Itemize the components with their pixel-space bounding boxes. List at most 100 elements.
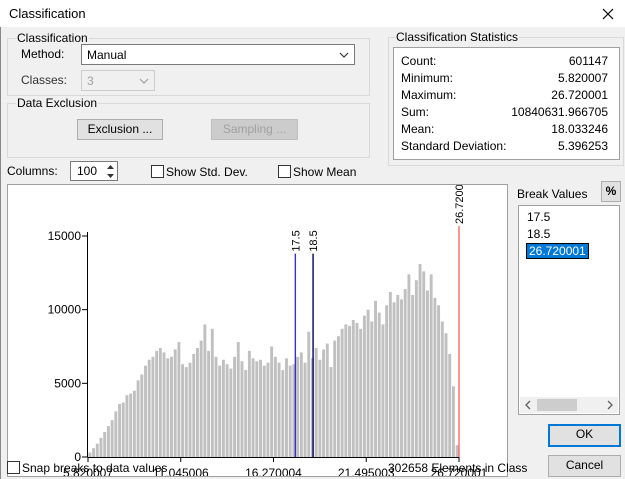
histogram-bar: [259, 359, 262, 457]
break-value-item[interactable]: 18.5: [527, 227, 551, 241]
histogram-chart[interactable]: 0 5000 10000 15000 5.820007 11.045006 16.27000…: [8, 185, 508, 477]
break-value-item-selected[interactable]: 26.720001: [526, 243, 589, 259]
show-std-dev-checkbox[interactable]: [151, 165, 164, 178]
show-mean-label: Show Mean: [293, 165, 357, 179]
title-bar: Classification: [0, 0, 625, 27]
histogram-bar: [451, 386, 455, 457]
close-button[interactable]: [591, 0, 625, 27]
histogram-bar: [388, 291, 392, 457]
horizontal-scrollbar[interactable]: [520, 397, 618, 413]
histogram-bar: [336, 336, 340, 457]
histogram-bar: [340, 328, 344, 457]
histogram-bar: [307, 331, 311, 457]
data-exclusion-legend: Data Exclusion: [16, 96, 99, 110]
histogram-bar: [95, 443, 99, 457]
histogram-bar: [181, 364, 185, 457]
snap-breaks-checkbox[interactable]: [7, 461, 20, 474]
x-tick-label: 11.045006: [153, 466, 209, 477]
stat-value: 5.820007: [557, 71, 608, 85]
classes-dropdown[interactable]: 3: [81, 70, 155, 91]
histogram-bar: [285, 358, 288, 457]
percent-button[interactable]: %: [601, 181, 621, 202]
histogram-bar: [385, 305, 389, 457]
stat-value: 10840631.966705: [511, 105, 608, 119]
histogram-bar: [292, 364, 296, 457]
histogram-bar: [325, 343, 329, 457]
histogram-bar: [262, 365, 266, 457]
elements-in-class-status: 302658 Elements in Class: [388, 461, 528, 475]
y-tick-label: 15000: [48, 229, 82, 243]
histogram-bar: [251, 358, 255, 457]
break-value-item[interactable]: 17.5: [527, 210, 551, 224]
histogram-bar: [184, 367, 188, 457]
histogram-bar: [359, 328, 363, 457]
histogram-bar: [188, 362, 192, 457]
histogram-bar: [374, 300, 377, 457]
histogram-bar: [418, 263, 422, 457]
histogram-bar: [210, 328, 214, 457]
histogram-panel[interactable]: 0 5000 10000 15000 5.820007 11.045006 16.27000…: [7, 184, 508, 477]
window-title: Classification: [9, 6, 86, 21]
histogram-bar: [277, 362, 281, 457]
statistics-panel: Count: 601147 Minimum: 5.820007 Maximum:…: [393, 47, 620, 160]
histogram-bar: [299, 352, 303, 457]
spin-down-icon[interactable]: [104, 172, 116, 180]
histogram-bar: [400, 299, 403, 457]
stat-value: 5.396253: [557, 139, 608, 153]
histogram-bar: [244, 370, 248, 457]
histogram-bar: [236, 342, 240, 457]
histogram-bar: [247, 350, 251, 457]
histogram-bar: [318, 359, 322, 457]
method-dropdown[interactable]: Manual: [81, 44, 355, 65]
stat-label: Maximum:: [401, 88, 457, 102]
histogram-bar: [218, 365, 222, 457]
stat-label: Standard Deviation:: [401, 139, 507, 153]
x-tick-label: 16.270004: [245, 466, 302, 477]
histogram-bar: [114, 411, 118, 457]
statistics-group: Classification Statistics: [388, 30, 624, 166]
histogram-bar: [162, 352, 166, 457]
histogram-bar: [370, 321, 374, 457]
show-std-dev-label: Show Std. Dev.: [166, 165, 248, 179]
exclusion-button[interactable]: Exclusion ...: [77, 119, 163, 140]
histogram-bar: [422, 271, 426, 457]
sampling-button[interactable]: Sampling ...: [211, 119, 298, 140]
histogram-bar: [132, 390, 136, 457]
chevron-right-icon[interactable]: [604, 397, 616, 413]
classification-group: Classification: [7, 31, 370, 96]
chevron-left-icon[interactable]: [522, 397, 534, 413]
histogram-bar: [155, 350, 159, 457]
histogram-bar: [240, 361, 244, 457]
cancel-button[interactable]: Cancel: [548, 455, 621, 477]
x-tick-label: 21.495003: [338, 466, 395, 477]
break-values-list[interactable]: 17.5 18.5 26.720001: [518, 205, 620, 415]
break-values-label: Break Values: [517, 187, 588, 201]
histogram-bar: [203, 324, 207, 457]
histogram-bar: [233, 356, 236, 457]
columns-label: Columns:: [7, 164, 58, 178]
histogram-bar: [225, 364, 229, 457]
histogram-bar: [426, 290, 429, 457]
histogram-bar: [170, 356, 173, 457]
histogram-bar: [125, 395, 129, 457]
histogram-bar: [433, 297, 437, 457]
stat-value: 18.033246: [551, 122, 608, 136]
show-mean-checkbox[interactable]: [278, 165, 291, 178]
stat-label: Mean:: [401, 122, 435, 136]
columns-spinner[interactable]: 100: [70, 161, 118, 181]
histogram-bar: [429, 274, 433, 457]
stat-value: 26.720001: [551, 88, 608, 102]
ok-button[interactable]: OK: [548, 424, 621, 447]
histogram-bar: [403, 289, 407, 457]
histogram-bar: [411, 294, 415, 457]
classification-dialog: Classification Method: Manual Classes: 3…: [0, 27, 625, 479]
scrollbar-thumb[interactable]: [537, 399, 577, 411]
histogram-bar: [355, 322, 359, 457]
histogram-bar: [281, 370, 285, 457]
y-tick-label: 10000: [48, 303, 82, 317]
stat-row-std-dev: Standard Deviation: 5.396253: [394, 138, 619, 155]
spin-up-icon[interactable]: [104, 163, 116, 171]
x-tick-label: 26.720001: [431, 466, 488, 477]
histogram-bar: [314, 347, 318, 457]
histogram-bar: [444, 333, 448, 457]
